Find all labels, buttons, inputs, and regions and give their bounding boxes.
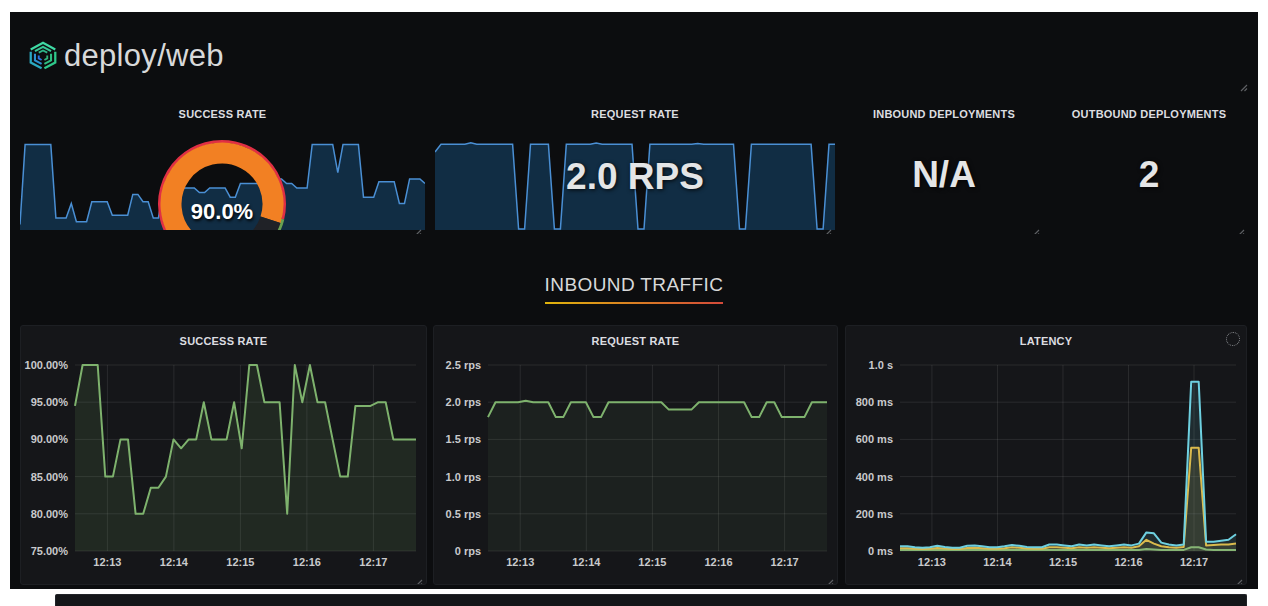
resize-handle-icon[interactable] bbox=[1236, 223, 1245, 232]
resize-handle-icon[interactable] bbox=[823, 223, 832, 232]
svg-text:0 rps: 0 rps bbox=[455, 545, 481, 557]
svg-text:0.5 rps: 0.5 rps bbox=[446, 508, 481, 520]
svg-text:12:16: 12:16 bbox=[1114, 556, 1142, 568]
svg-text:2.5 rps: 2.5 rps bbox=[446, 359, 481, 371]
browser-page: { "header": { "title": "deploy/web" }, "… bbox=[0, 0, 1268, 606]
dashboard-header: deploy/web bbox=[26, 36, 224, 76]
svg-text:90.00%: 90.00% bbox=[31, 433, 69, 445]
resize-handle-icon[interactable] bbox=[413, 223, 422, 232]
inbound-request-rate-chart[interactable]: 0 rps 0.5 rps 1.0 rps 1.5 rps 2.0 rps 2.5 rps… bbox=[434, 352, 835, 582]
svg-text:200 ms: 200 ms bbox=[856, 508, 893, 520]
panel-title[interactable]: REQUEST RATE bbox=[435, 108, 835, 120]
svg-text:1.5 rps: 1.5 rps bbox=[446, 433, 481, 445]
panel-request-rate-stat: REQUEST RATE 2.0 RPS bbox=[435, 90, 835, 234]
svg-text:800 ms: 800 ms bbox=[856, 396, 893, 408]
outbound-deployments-value: 2 bbox=[1050, 154, 1248, 196]
svg-text:12:17: 12:17 bbox=[359, 556, 387, 568]
svg-text:85.00%: 85.00% bbox=[31, 471, 69, 483]
svg-text:2.0 rps: 2.0 rps bbox=[446, 396, 481, 408]
svg-text:12:13: 12:13 bbox=[93, 556, 121, 568]
svg-text:12:16: 12:16 bbox=[293, 556, 321, 568]
dashboard-title: deploy/web bbox=[64, 38, 224, 74]
panel-title[interactable]: OUTBOUND DEPLOYMENTS bbox=[1050, 108, 1248, 120]
resize-handle-icon[interactable] bbox=[1234, 573, 1243, 582]
deploy-logo-icon bbox=[26, 39, 60, 73]
svg-text:12:13: 12:13 bbox=[506, 556, 534, 568]
panel-inbound-success-rate: SUCCESS RATE 75.00% 80.00% 85.00% 90.00% 95.… bbox=[20, 325, 427, 585]
resize-handle-icon[interactable] bbox=[414, 573, 423, 582]
svg-text:12:15: 12:15 bbox=[1049, 556, 1077, 568]
resize-handle-icon[interactable] bbox=[1239, 78, 1248, 87]
gauge-value: 90.0% bbox=[148, 199, 296, 225]
svg-text:12:17: 12:17 bbox=[1180, 556, 1208, 568]
inbound-success-rate-chart[interactable]: 75.00% 80.00% 85.00% 90.00% 95.00% 100.00% 12:… bbox=[21, 352, 424, 582]
request-rate-value: 2.0 RPS bbox=[435, 156, 835, 198]
panel-inbound-request-rate: REQUEST RATE 0 rps 0.5 rps 1.0 rps 1.5 rps 2… bbox=[433, 325, 838, 585]
svg-text:1.0 s: 1.0 s bbox=[869, 359, 893, 371]
svg-text:80.00%: 80.00% bbox=[31, 508, 69, 520]
panel-title[interactable]: REQUEST RATE bbox=[434, 335, 837, 347]
svg-text:600 ms: 600 ms bbox=[856, 433, 893, 445]
panel-title[interactable]: INBOUND DEPLOYMENTS bbox=[845, 108, 1043, 120]
resize-handle-icon[interactable] bbox=[825, 573, 834, 582]
svg-text:12:17: 12:17 bbox=[771, 556, 799, 568]
svg-text:0 ms: 0 ms bbox=[868, 545, 893, 557]
svg-text:12:15: 12:15 bbox=[638, 556, 666, 568]
svg-text:400 ms: 400 ms bbox=[856, 471, 893, 483]
svg-text:12:16: 12:16 bbox=[704, 556, 732, 568]
loading-spinner-icon bbox=[1226, 332, 1240, 346]
panel-title[interactable]: LATENCY bbox=[846, 335, 1246, 347]
svg-text:12:13: 12:13 bbox=[918, 556, 946, 568]
panel-success-rate-stat: SUCCESS RATE 90.0% bbox=[20, 90, 425, 234]
panel-title[interactable]: SUCCESS RATE bbox=[20, 108, 425, 120]
svg-text:95.00%: 95.00% bbox=[31, 396, 69, 408]
section-underline bbox=[545, 302, 723, 304]
section-header: INBOUND TRAFFIC bbox=[10, 274, 1258, 304]
panel-title[interactable]: SUCCESS RATE bbox=[21, 335, 426, 347]
inbound-latency-chart[interactable]: 0 ms 200 ms 400 ms 600 ms 800 ms 1.0 s 12:13 12… bbox=[846, 352, 1244, 582]
panel-inbound-deployments: INBOUND DEPLOYMENTS N/A bbox=[845, 90, 1043, 234]
svg-text:1.0 rps: 1.0 rps bbox=[446, 471, 481, 483]
section-title[interactable]: INBOUND TRAFFIC bbox=[10, 274, 1258, 296]
panel-inbound-latency: LATENCY 0 ms 200 ms 400 ms 600 ms 800 ms 1.0 … bbox=[845, 325, 1247, 585]
svg-text:12:15: 12:15 bbox=[226, 556, 254, 568]
svg-text:12:14: 12:14 bbox=[160, 556, 189, 568]
panel-outbound-deployments: OUTBOUND DEPLOYMENTS 2 bbox=[1050, 90, 1248, 234]
dashboard: deploy/web SUCCESS RATE 90.0% REQUEST RA… bbox=[10, 12, 1258, 589]
svg-text:100.00%: 100.00% bbox=[25, 359, 69, 371]
next-row-panel-edge bbox=[55, 594, 1247, 606]
svg-text:12:14: 12:14 bbox=[983, 556, 1012, 568]
svg-text:12:14: 12:14 bbox=[572, 556, 601, 568]
resize-handle-icon[interactable] bbox=[1031, 223, 1040, 232]
inbound-deployments-value: N/A bbox=[845, 154, 1043, 196]
svg-text:75.00%: 75.00% bbox=[31, 545, 69, 557]
